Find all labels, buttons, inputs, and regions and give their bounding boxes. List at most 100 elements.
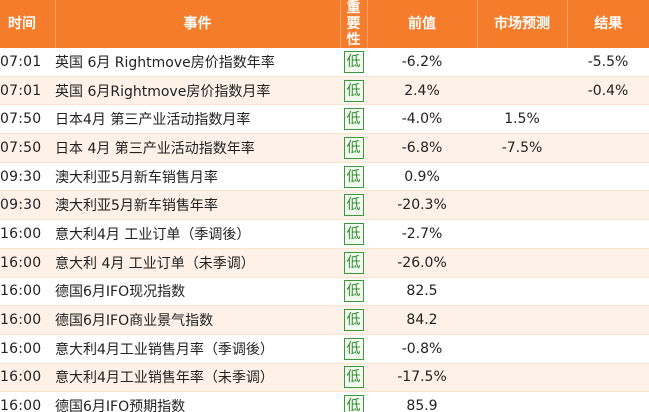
importance-badge: 低: [343, 79, 364, 102]
row-time: 16:00: [0, 334, 55, 364]
table-row: 09:30 澳大利亚5月新车销售年率 低 -20.3%: [0, 190, 649, 221]
row-time: 07:50: [0, 133, 55, 163]
importance-badge: 低: [343, 280, 364, 303]
row-forecast: [477, 277, 567, 307]
row-time: 16:00: [0, 219, 55, 249]
header-result: 结果: [567, 0, 649, 48]
row-importance-cell: 低: [340, 104, 367, 135]
header-event: 事件: [55, 0, 341, 48]
importance-badge: 低: [343, 251, 364, 274]
row-previous: 0.9%: [367, 162, 477, 192]
row-time: 07:50: [0, 104, 55, 135]
row-previous: 82.5: [367, 277, 477, 307]
row-previous: 2.4%: [367, 76, 477, 106]
row-forecast: [477, 305, 567, 335]
table-row: 16:00 德国6月IFO商业景气指数 低 84.2: [0, 305, 649, 335]
importance-badge: 低: [343, 108, 364, 131]
table-row: 16:00 意大利4月工业销售月率（季调後） 低 -0.8%: [0, 334, 649, 364]
row-result: [567, 133, 649, 163]
header-time: 时间: [0, 0, 56, 48]
row-time: 16:00: [0, 277, 55, 307]
row-previous: -2.7%: [367, 219, 477, 249]
row-result: [567, 219, 649, 249]
table-row: 16:00 意大利4月工业销售年率（未季调） 低 -17.5%: [0, 363, 649, 393]
table-row: 16:00 德国6月IFO现况指数 低 82.5: [0, 277, 649, 307]
row-event: 意大利4月工业销售月率（季调後）: [55, 334, 340, 364]
row-previous: 84.2: [367, 305, 477, 335]
row-forecast: -7.5%: [477, 133, 567, 163]
importance-badge: 低: [343, 395, 364, 412]
row-result: -0.4%: [567, 76, 649, 106]
row-previous: -17.5%: [367, 363, 477, 393]
importance-badge: 低: [343, 366, 364, 389]
row-event: 澳大利亚5月新车销售月率: [55, 162, 340, 192]
row-forecast: [477, 76, 567, 106]
importance-badge: 低: [343, 194, 364, 217]
row-time: 16:00: [0, 248, 55, 278]
row-importance-cell: 低: [340, 391, 367, 412]
importance-badge: 低: [343, 309, 364, 332]
row-forecast: [477, 334, 567, 364]
row-importance-cell: 低: [340, 162, 367, 192]
header-forecast: 市场预测: [477, 0, 568, 48]
row-result: [567, 277, 649, 307]
importance-badge: 低: [343, 337, 364, 360]
row-time: 16:00: [0, 305, 55, 335]
row-forecast: [477, 248, 567, 278]
table-row: 16:00 意大利4月 工业订单（季调後） 低 -2.7%: [0, 219, 649, 249]
row-time: 09:30: [0, 190, 55, 221]
row-importance-cell: 低: [340, 133, 367, 163]
row-importance-cell: 低: [340, 76, 367, 106]
row-previous: -20.3%: [367, 190, 477, 221]
row-result: [567, 162, 649, 192]
importance-badge: 低: [343, 222, 364, 245]
row-result: -5.5%: [567, 48, 649, 77]
row-importance-cell: 低: [340, 190, 367, 221]
row-previous: -6.2%: [367, 48, 477, 77]
row-event: 英国 6月Rightmove房价指数月率: [55, 76, 340, 106]
row-previous: -4.0%: [367, 104, 477, 135]
row-event: 德国6月IFO现况指数: [55, 277, 340, 307]
row-event: 德国6月IFO预期指数: [55, 391, 340, 412]
row-importance-cell: 低: [340, 219, 367, 249]
row-importance-cell: 低: [340, 334, 367, 364]
header-previous: 前值: [367, 0, 478, 48]
row-previous: -26.0%: [367, 248, 477, 278]
row-time: 16:00: [0, 391, 55, 412]
row-forecast: [477, 190, 567, 221]
row-time: 09:30: [0, 162, 55, 192]
table-row: 07:50 日本4月 第三产业活动指数月率 低 -4.0% 1.5%: [0, 104, 649, 135]
row-forecast: [477, 219, 567, 249]
row-previous: -6.8%: [367, 133, 477, 163]
row-forecast: 1.5%: [477, 104, 567, 135]
row-importance-cell: 低: [340, 363, 367, 393]
row-result: [567, 334, 649, 364]
row-previous: 85.9: [367, 391, 477, 412]
table-header-row: 时间 事件 重要性 前值 市场预测 结果: [0, 0, 649, 48]
table-row: 07:01 英国 6月 Rightmove房价指数年率 低 -6.2% -5.5…: [0, 48, 649, 77]
row-forecast: [477, 162, 567, 192]
row-result: [567, 248, 649, 278]
importance-badge: 低: [343, 165, 364, 188]
row-event: 英国 6月 Rightmove房价指数年率: [55, 48, 340, 77]
table-row: 09:30 澳大利亚5月新车销售月率 低 0.9%: [0, 162, 649, 192]
row-event: 日本4月 第三产业活动指数月率: [55, 104, 340, 135]
row-importance-cell: 低: [340, 48, 367, 77]
table-row: 07:50 日本 4月 第三产业活动指数年率 低 -6.8% -7.5%: [0, 133, 649, 163]
row-event: 意大利4月 工业订单（季调後）: [55, 219, 340, 249]
row-event: 澳大利亚5月新车销售年率: [55, 190, 340, 221]
row-previous: -0.8%: [367, 334, 477, 364]
importance-badge: 低: [343, 50, 364, 73]
row-event: 意大利4月工业销售年率（未季调）: [55, 363, 340, 393]
row-result: [567, 363, 649, 393]
row-result: [567, 391, 649, 412]
row-importance-cell: 低: [340, 277, 367, 307]
row-result: [567, 190, 649, 221]
row-importance-cell: 低: [340, 248, 367, 278]
row-result: [567, 104, 649, 135]
row-forecast: [477, 363, 567, 393]
row-event: 德国6月IFO商业景气指数: [55, 305, 340, 335]
header-importance: 重要性: [340, 0, 368, 48]
row-event: 日本 4月 第三产业活动指数年率: [55, 133, 340, 163]
